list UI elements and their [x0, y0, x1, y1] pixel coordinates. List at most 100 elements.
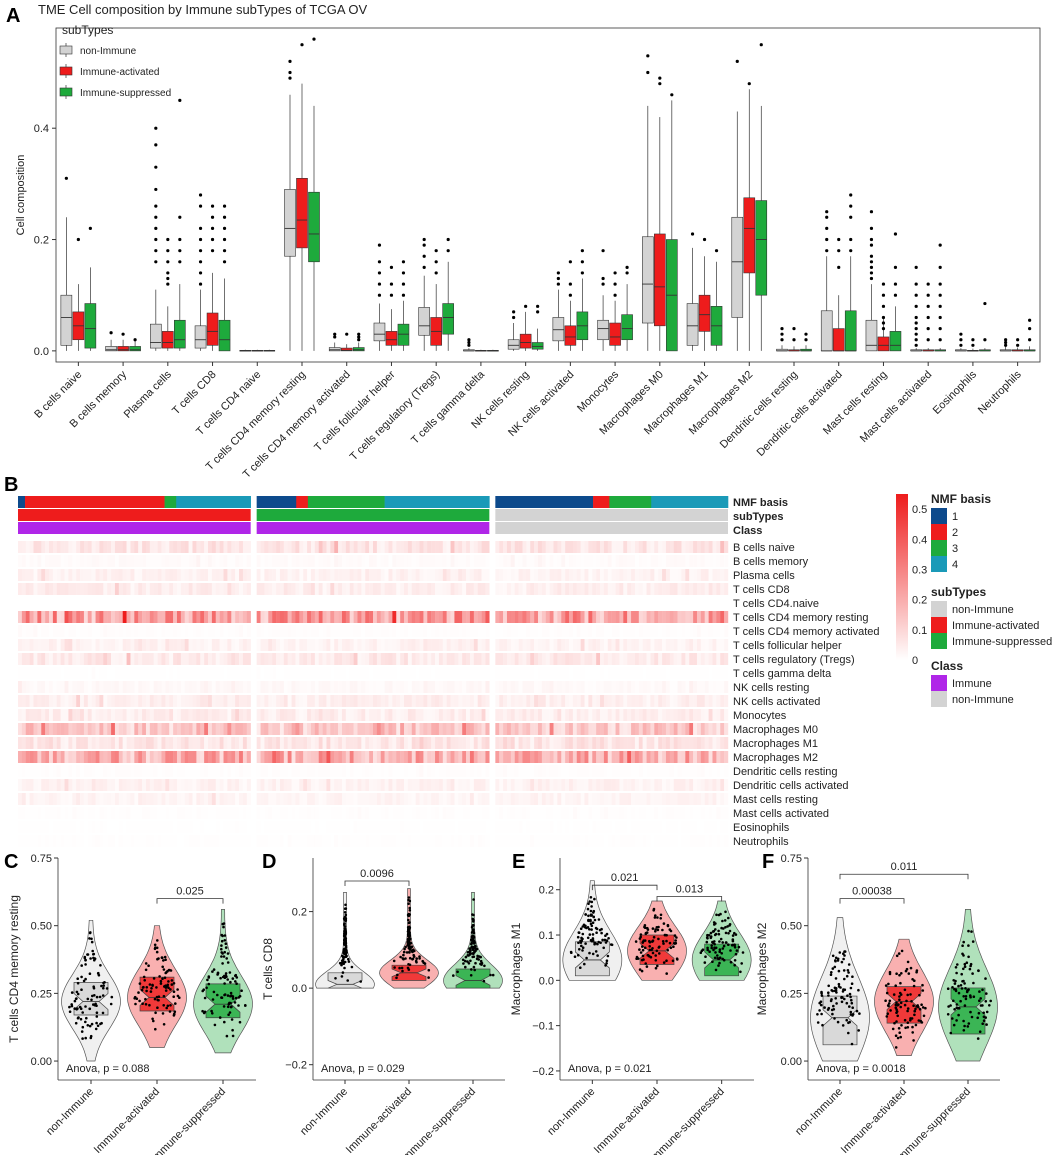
heatmap-cell	[615, 639, 620, 651]
violin-point	[169, 988, 172, 991]
heatmap-cell	[45, 597, 50, 609]
heatmap-cell	[126, 653, 131, 665]
heatmap-cell	[264, 583, 269, 595]
heatmap-cell	[458, 555, 463, 567]
heatmap-cell	[623, 667, 628, 679]
heatmap-cell	[580, 807, 585, 819]
heatmap-cell	[724, 569, 729, 581]
heatmap-cell	[435, 555, 440, 567]
heatmap-cell	[264, 569, 269, 581]
heatmap-cell	[662, 709, 667, 721]
box-outlier	[881, 321, 886, 325]
heatmap-cell	[242, 583, 247, 595]
heatmap-cell	[423, 737, 428, 749]
heatmap-cell	[215, 555, 220, 567]
heatmap-cell	[481, 611, 486, 623]
heatmap-cell	[138, 583, 143, 595]
heatmap-cell	[499, 793, 504, 805]
heatmap-cell	[345, 667, 350, 679]
heatmap-cell	[446, 555, 451, 567]
heatmap-cell	[380, 807, 385, 819]
heatmap-cell	[650, 695, 655, 707]
heatmap-cell	[373, 681, 378, 693]
heatmap-cell	[223, 681, 228, 693]
heatmap-cell	[56, 709, 61, 721]
heatmap-cell	[157, 723, 162, 735]
heatmap-cell	[704, 821, 709, 833]
heatmap-cell	[56, 541, 61, 553]
heatmap-cell	[638, 625, 643, 637]
heatmap-cell	[353, 597, 358, 609]
violin-point	[137, 991, 140, 994]
heatmap-cell	[283, 723, 288, 735]
heatmap-cell	[580, 821, 585, 833]
heatmap-cell	[442, 555, 447, 567]
heatmap-cell	[561, 751, 566, 763]
violin-ytick-label: 0.75	[31, 853, 52, 865]
heatmap-cell	[334, 737, 339, 749]
legend-subtype-entry: Immune-activated	[952, 620, 1039, 632]
chart-a-xtick-label: T cells gamma delta	[409, 368, 488, 447]
heatmap-cell	[231, 681, 236, 693]
heatmap-cell	[142, 583, 147, 595]
heatmap-cell	[295, 611, 300, 623]
heatmap-cell	[307, 765, 312, 777]
violin-point	[101, 1011, 105, 1015]
heatmap-cell	[373, 709, 378, 721]
heatmap-cell	[561, 625, 566, 637]
heatmap-cell	[642, 765, 647, 777]
box-outlier	[401, 293, 406, 297]
chart-a-xtick-label: T cells follicular helper	[312, 368, 398, 454]
heatmap-cell	[231, 653, 236, 665]
heatmap-cell	[318, 569, 323, 581]
violin-point	[172, 1012, 176, 1016]
heatmap-cell	[287, 569, 292, 581]
heatmap-cell	[423, 751, 428, 763]
heatmap-cell	[462, 611, 467, 623]
heatmap-cell	[130, 569, 135, 581]
violin-point	[222, 955, 226, 958]
heatmap-cell	[596, 583, 601, 595]
heatmap-cell	[619, 597, 624, 609]
heatmap-cell	[642, 555, 647, 567]
heatmap-cell	[435, 611, 440, 623]
heatmap-cell	[231, 737, 236, 749]
heatmap-cell	[169, 569, 174, 581]
heatmap-cell	[107, 807, 112, 819]
heatmap-cell	[357, 751, 362, 763]
heatmap-cell	[665, 765, 671, 777]
heatmap-cell	[396, 835, 401, 847]
heatmap-cell	[495, 681, 500, 693]
heatmap-cell	[56, 695, 61, 707]
heatmap-cell	[506, 835, 512, 847]
heatmap-cell	[631, 709, 636, 721]
heatmap-cell	[380, 653, 385, 665]
heatmap-cell	[21, 751, 26, 763]
heatmap-cell	[611, 541, 616, 553]
heatmap-cell	[130, 597, 135, 609]
heatmap-cell	[122, 793, 127, 805]
heatmap-cell	[638, 611, 643, 623]
heatmap-cell	[495, 611, 500, 623]
heatmap-cell	[41, 709, 46, 721]
heatmap-cell	[557, 835, 562, 847]
heatmap-cell	[173, 821, 178, 833]
box-outlier	[524, 304, 528, 308]
heatmap-cell	[708, 723, 713, 735]
heatmap-cell	[349, 807, 354, 819]
heatmap-cell	[153, 583, 158, 595]
heatmap-cell	[588, 653, 593, 665]
heatmap-cell	[506, 541, 512, 553]
legend-key-box	[59, 66, 73, 76]
heatmap-cell	[338, 639, 343, 651]
box-outlier	[178, 98, 182, 102]
box-outlier	[849, 215, 853, 219]
heatmap-cell	[469, 779, 475, 791]
heatmap-cell	[638, 793, 643, 805]
heatmap-cell	[45, 555, 50, 567]
heatmap-cell	[192, 835, 197, 847]
heatmap-cell	[712, 639, 717, 651]
heatmap-cell	[276, 765, 281, 777]
box-outlier	[422, 254, 426, 258]
heatmap-cell	[157, 639, 162, 651]
